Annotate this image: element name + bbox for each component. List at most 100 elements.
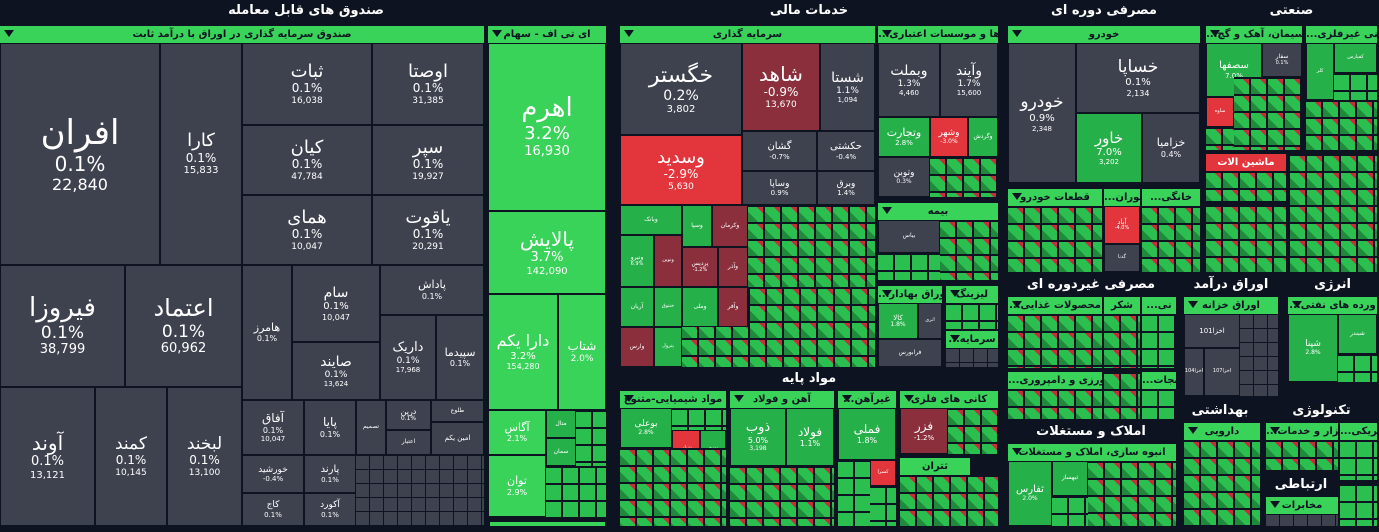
tile-labkhand[interactable]: لبخند 0.1% 13,100 (167, 387, 242, 526)
shekar-grid[interactable] (1104, 314, 1140, 368)
tile-vasepa[interactable]: وسپا (682, 205, 712, 247)
cement-grid-2[interactable] (1206, 127, 1234, 150)
electric-grid[interactable] (1340, 440, 1377, 480)
tile-kesra[interactable]: کسرا (870, 460, 896, 486)
tile-akord[interactable]: آکورد 0.1% (304, 493, 356, 526)
group-credit[interactable]: ...ها و موسسات اعتباری (878, 26, 998, 43)
group-bimeh[interactable]: بیمه (878, 203, 998, 220)
collapse-triangle-icon[interactable] (624, 395, 634, 402)
pharma-grid[interactable] (1184, 440, 1260, 526)
group-nonmetal[interactable]: ...انی غیرفلزی (1306, 26, 1377, 43)
leasing-grid[interactable] (946, 303, 998, 329)
tile-vetoen[interactable]: وتوبن 0.3% (878, 157, 930, 197)
parts-grid[interactable] (1008, 206, 1102, 272)
tile-kian[interactable]: کیان 0.1% 47,784 (242, 125, 372, 195)
tile-sabhan[interactable]: ثبهساز (1052, 461, 1088, 496)
collapse-triangle-icon[interactable] (734, 395, 744, 402)
group-khodro[interactable]: خودرو (1008, 26, 1200, 43)
group-it[interactable]: ...زار و خدمات (1266, 423, 1338, 440)
bimeh-grid-2[interactable] (878, 253, 940, 280)
collapse-triangle-icon[interactable] (904, 395, 914, 402)
tile-khavar[interactable]: خاور 7.0% 3,202 (1076, 113, 1142, 183)
aluminium-grid-2[interactable] (870, 486, 896, 526)
group-food[interactable]: ...محصولات غذایی (1008, 297, 1102, 314)
steel-small-grid[interactable] (730, 466, 834, 526)
tile-vekarman[interactable]: وکرمان (712, 205, 748, 247)
small-funds-grid[interactable] (356, 455, 484, 526)
sector-title-estate[interactable]: املاک و مستغلات (1006, 421, 1176, 443)
collapse-triangle-icon[interactable] (4, 30, 14, 37)
tile-abad[interactable]: آباد -4.0% (1104, 206, 1140, 244)
tile-khorshid[interactable]: خورشید -0.4% (242, 455, 304, 493)
tile-pardis[interactable]: پردیس -1.2% (682, 247, 718, 287)
sector-title-health[interactable]: بهداشتی (1180, 400, 1260, 422)
invest-small-grid[interactable] (748, 205, 875, 287)
tile-saman[interactable]: سمان (546, 438, 576, 466)
sector-title-funds[interactable]: صندوق های قابل معامله (0, 0, 612, 22)
misc-noncyclic-grid[interactable] (1104, 372, 1140, 419)
group-fixed-fund[interactable]: صندوق سرمایه گذاری در اوراق با درآمد ثاب… (0, 26, 484, 43)
sector-title-fixed[interactable]: اوراق درآمد ثابت (1180, 274, 1282, 314)
group-treasury[interactable]: اوراق خزانه (1184, 297, 1278, 314)
tile-kara[interactable]: کارا 0.1% 15,833 (160, 43, 242, 265)
it-grid[interactable] (1266, 440, 1338, 470)
food-grid[interactable] (1008, 314, 1102, 368)
group-farm[interactable]: ...ورزی و دامپروری (1008, 372, 1102, 389)
tile-aminyekom[interactable]: امین یکم (431, 422, 484, 455)
tile-metal[interactable]: متال (546, 410, 576, 438)
collapse-triangle-icon[interactable] (882, 30, 892, 37)
tile-palayesh[interactable]: پالایش 3.7% 142,090 (488, 211, 606, 294)
credit-small-grid[interactable] (930, 157, 998, 197)
nonmetal-grid-2[interactable] (1334, 73, 1377, 100)
cement-grid[interactable] (1234, 77, 1302, 150)
tile-kamand[interactable]: کمند 0.1% 10,145 (95, 387, 167, 526)
tile-fulad[interactable]: فولاد 1.1% (786, 408, 834, 466)
tile-vebarid[interactable]: وبانک (620, 205, 682, 235)
collapse-triangle-icon[interactable] (1292, 301, 1302, 308)
group-aluminium[interactable]: ...غیرآهن (838, 391, 896, 408)
tile-akhaza104[interactable]: اخزا104 (1184, 348, 1204, 396)
construction-grid[interactable] (1088, 461, 1176, 526)
tile-vegardesh[interactable]: وگردش (968, 117, 998, 157)
group-sarmayeh[interactable]: ...سرمایه (946, 331, 998, 348)
tile-vesapa[interactable]: وساپا 0.9% (742, 171, 817, 205)
tile-vaayand[interactable]: وآیند 1.7% 15,600 (940, 43, 998, 117)
scroll-indicator[interactable] (490, 522, 605, 526)
tile-fameli[interactable]: فملی 1.8% (838, 408, 896, 460)
farm-grid[interactable] (1008, 389, 1102, 419)
collapse-triangle-icon[interactable] (624, 30, 634, 37)
tile-vamali-2[interactable]: وملی (682, 287, 718, 327)
tile-akhaza101[interactable]: اخزا101 (1184, 314, 1240, 348)
group-tanbaku[interactable]: ...نی (1142, 297, 1176, 314)
tile-akhaza107[interactable]: اخزا107 (1204, 348, 1240, 396)
group-pharma[interactable]: دارویی (1184, 423, 1260, 440)
sector-title-basic[interactable]: مواد پایه (618, 368, 1000, 390)
collapse-triangle-icon[interactable] (950, 290, 960, 297)
tile-tasnim[interactable]: تصمیم (356, 400, 386, 455)
collapse-triangle-icon[interactable] (1270, 501, 1280, 508)
tile-yaghut[interactable]: یاقوت 0.1% 20,291 (372, 195, 484, 265)
group-mining[interactable]: کانی های فلزی (900, 391, 998, 408)
tile-khodro[interactable]: خودرو 0.9% 2,348 (1008, 43, 1076, 183)
collapse-triangle-icon[interactable] (1188, 301, 1198, 308)
mining-small-grid[interactable] (948, 408, 998, 454)
tile-vebargh[interactable]: وبرق 1.4% (817, 171, 875, 205)
tile-golia[interactable]: گدنا (1104, 244, 1140, 272)
etf-small-grid[interactable] (576, 410, 606, 466)
group-khanegi[interactable]: ...خانگی (1142, 189, 1200, 206)
tile-farabors[interactable]: فرابورس (878, 339, 942, 367)
tile-tavan[interactable]: توان 2.9% (488, 455, 546, 517)
group-shekar[interactable]: شکر (1104, 297, 1140, 314)
sector-title-energy[interactable]: انرژی (1286, 274, 1379, 296)
tile-shebandar[interactable]: شبندر (1338, 314, 1377, 354)
tile-afagh[interactable]: آفاق 0.1% 10,047 (242, 400, 304, 455)
sector-title-comm[interactable]: ارتباطی (1264, 474, 1338, 496)
tile-kaj[interactable]: کاج 0.1% (242, 493, 304, 526)
tile-khazamia[interactable]: خزامیا 0.4% (1142, 113, 1200, 183)
collapse-triangle-icon[interactable] (950, 335, 960, 342)
collapse-triangle-icon[interactable] (1012, 193, 1022, 200)
tile-vasdid[interactable]: وسدید -2.9% 5,630 (620, 135, 742, 205)
tile-parspol[interactable]: پترول (654, 327, 682, 367)
collapse-triangle-icon[interactable] (1012, 448, 1022, 455)
group-etf[interactable]: ای تی اف - سهام (488, 26, 606, 43)
